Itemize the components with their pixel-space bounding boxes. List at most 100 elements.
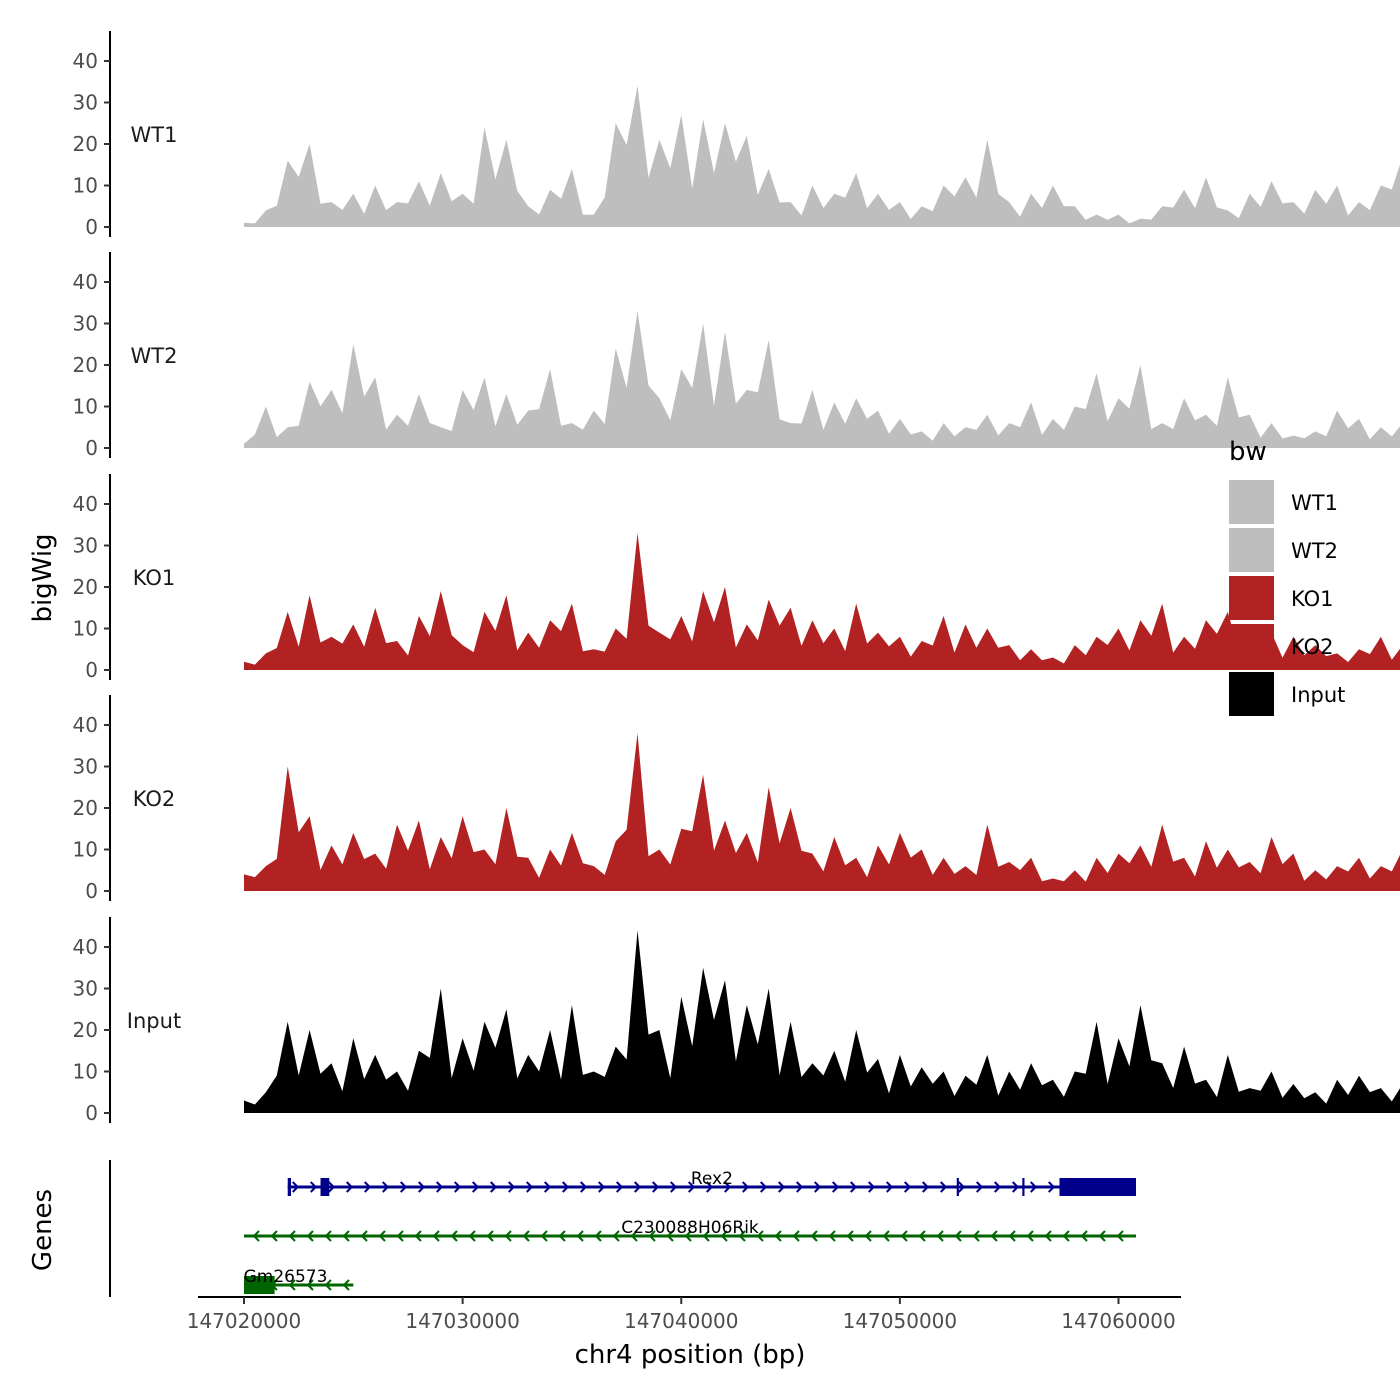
y-tick-label: 10 (73, 174, 98, 198)
strand-arrow (850, 1181, 858, 1193)
track-ko1: 0 10 20 30 40 KO1 (73, 474, 1400, 682)
strand-arrow (778, 1181, 786, 1193)
strand-arrow (288, 1230, 296, 1242)
track-wt2: 0 10 20 30 40 WT2 (73, 252, 1400, 460)
legend-key-wt1 (1229, 480, 1274, 524)
strand-arrow (1030, 1181, 1038, 1193)
strand-arrow (738, 1230, 746, 1242)
strand-arrow (342, 1279, 350, 1291)
y-tick-label: 30 (73, 534, 98, 558)
strand-arrow (486, 1230, 494, 1242)
y-tick-label: 30 (73, 755, 98, 779)
x-tick-label: 147020000 (187, 1309, 302, 1333)
strand-arrow (648, 1230, 656, 1242)
gene-c230088h06rik: C230088H06Rik (244, 1218, 1136, 1242)
strand-arrow (706, 1181, 714, 1193)
strand-arrow (792, 1230, 800, 1242)
strand-arrow (940, 1181, 948, 1193)
strand-arrow (306, 1279, 314, 1291)
strand-arrow (652, 1181, 660, 1193)
strand-arrow (958, 1181, 966, 1193)
strand-arrow (310, 1181, 318, 1193)
legend-key-wt2 (1229, 528, 1274, 572)
strand-arrow (702, 1230, 710, 1242)
strand-arrow (324, 1279, 332, 1291)
strand-arrow (342, 1230, 350, 1242)
legend-key-ko2 (1229, 624, 1274, 668)
strand-arrow (436, 1181, 444, 1193)
strand-arrow (378, 1230, 386, 1242)
strand-arrow (814, 1181, 822, 1193)
strand-arrow (432, 1230, 440, 1242)
genes-panel: Rex2 C230088H06Rik Gm26573 (109, 1160, 1136, 1297)
y-tick-label: 20 (73, 575, 98, 599)
x-axis: 147020000 147030000 147040000 147050000 1470… (187, 1296, 1181, 1333)
track-ko2: 0 10 20 30 40 KO2 (73, 695, 1400, 903)
strand-arrow (724, 1181, 732, 1193)
track-label-wt2: WT2 (131, 344, 178, 368)
strand-arrow (324, 1230, 332, 1242)
strand-arrow (796, 1181, 804, 1193)
strand-arrow (396, 1230, 404, 1242)
strand-arrow (598, 1181, 606, 1193)
strand-arrow (774, 1230, 782, 1242)
y-tick-label: 0 (85, 658, 98, 682)
legend-label-ko1: KO1 (1291, 587, 1334, 611)
gene-label: C230088H06Rik (621, 1218, 759, 1238)
strand-arrow (360, 1230, 368, 1242)
y-tick-label: 30 (73, 977, 98, 1001)
y-tick-label: 20 (73, 353, 98, 377)
y-tick-label: 10 (73, 395, 98, 419)
y-tick-label: 40 (73, 713, 98, 737)
strand-arrow (382, 1181, 390, 1193)
y-tick-label: 20 (73, 796, 98, 820)
strand-arrow (976, 1181, 984, 1193)
strand-arrow (1116, 1230, 1124, 1242)
strand-arrow (522, 1230, 530, 1242)
x-axis-title: chr4 position (bp) (575, 1340, 806, 1370)
strand-arrow (994, 1181, 1002, 1193)
y-tick-label: 10 (73, 1060, 98, 1084)
strand-arrow (684, 1230, 692, 1242)
strand-arrow (630, 1230, 638, 1242)
y-tick-label: 0 (85, 1101, 98, 1125)
strand-arrow (346, 1181, 354, 1193)
y-tick-label: 20 (73, 132, 98, 156)
signal-area-ko2 (244, 733, 1400, 891)
strand-arrow (252, 1230, 260, 1242)
exon-block (287, 1178, 292, 1196)
strand-arrow (900, 1230, 908, 1242)
y-tick-label: 0 (85, 436, 98, 460)
strand-arrow (990, 1230, 998, 1242)
signal-area-ko1 (244, 533, 1400, 670)
y-tick-label: 0 (85, 879, 98, 903)
strand-arrow (1098, 1230, 1106, 1242)
strand-arrow (414, 1230, 422, 1242)
strand-arrow (954, 1230, 962, 1242)
legend-label-ko2: KO2 (1291, 635, 1334, 659)
strand-arrow (1062, 1230, 1070, 1242)
y-tick-label: 20 (73, 1018, 98, 1042)
strand-arrow (1026, 1230, 1034, 1242)
exon-block (1059, 1178, 1136, 1196)
strand-arrow (468, 1230, 476, 1242)
y-tick-label: 10 (73, 617, 98, 641)
y-tick-label: 40 (73, 935, 98, 959)
strand-arrow (742, 1181, 750, 1193)
y-tick-label: 40 (73, 492, 98, 516)
legend: bw WT1 WT2 KO1 KO2 Input (1229, 437, 1345, 716)
exon-block (1022, 1178, 1025, 1196)
strand-arrow (558, 1230, 566, 1242)
strand-arrow (904, 1181, 912, 1193)
strand-arrow (504, 1230, 512, 1242)
strand-arrow (720, 1230, 728, 1242)
y-tick-label: 30 (73, 312, 98, 336)
y-tick-label: 40 (73, 270, 98, 294)
y-axis-title: bigWig (28, 533, 58, 622)
exon-block (956, 1178, 959, 1196)
strand-arrow (670, 1181, 678, 1193)
strand-arrow (562, 1181, 570, 1193)
strand-arrow (540, 1230, 548, 1242)
y-tick-label: 0 (85, 215, 98, 239)
gene-gm26573: Gm26573 (244, 1267, 354, 1294)
